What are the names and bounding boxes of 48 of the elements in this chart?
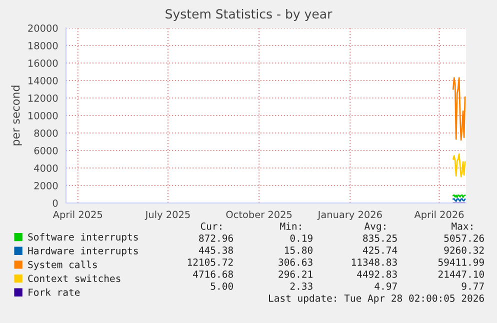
legend-label: Context switches [28,274,120,282]
legend-label: Software interrupts [28,233,138,242]
text: 4.97 [374,282,397,290]
y-tick-label: 20000 [28,24,58,32]
y-tick-label: 10000 [28,112,58,120]
legend-label: Fork rate [28,288,80,296]
y-tick-label: 18000 [28,42,58,50]
text: 21447.10 [438,270,484,278]
text: 296.21 [278,270,312,278]
text: 9.77 [462,282,484,290]
text: Cur: [200,222,222,230]
text: 0.19 [290,234,312,242]
x-tick-label: April 2026 [414,210,464,220]
text: 835.25 [363,234,397,242]
y-tick-label: 6000 [34,146,58,154]
x-tick-label: April 2025 [52,210,102,220]
text: 445.38 [198,246,233,254]
y-tick-label: 16000 [28,59,58,67]
x-tick-label: January 2026 [317,210,382,220]
x-tick-label: July 2025 [144,210,190,220]
text: Avg: [364,222,386,232]
legend-label: System calls [28,260,97,270]
text: 2.33 [290,282,312,290]
text: Last update: Tue Apr 28 02:00:05 2026 [269,294,484,304]
y-tick-label: 14000 [28,76,58,84]
text: 4492.83 [357,270,397,278]
y-tick-label: 12000 [28,94,58,102]
legend-label: Hardware interrupts [28,246,138,256]
y-tick-label: 4000 [34,164,58,172]
text: 59411.99 [438,258,484,266]
text: 5.00 [210,282,233,290]
y-tick-label: 0 [52,199,58,207]
text: 306.63 [278,258,312,266]
text: Max: [452,222,472,230]
text: 15.80 [285,246,312,254]
text: 4716.68 [193,270,233,278]
text: 872.96 [199,234,233,242]
chart-title: System Statistics - by year [166,8,332,22]
text: 12105.72 [188,258,233,266]
text: 5057.26 [444,234,484,242]
y-axis-title: per second [11,86,22,146]
y-tick-label: 2000 [34,182,58,190]
text: 425.74 [362,246,398,254]
text: 9260.32 [444,246,484,254]
text: 11348.83 [352,258,397,266]
x-tick-label: October 2025 [226,210,292,218]
text: Min: [280,222,301,230]
y-tick-label: 8000 [34,129,58,137]
